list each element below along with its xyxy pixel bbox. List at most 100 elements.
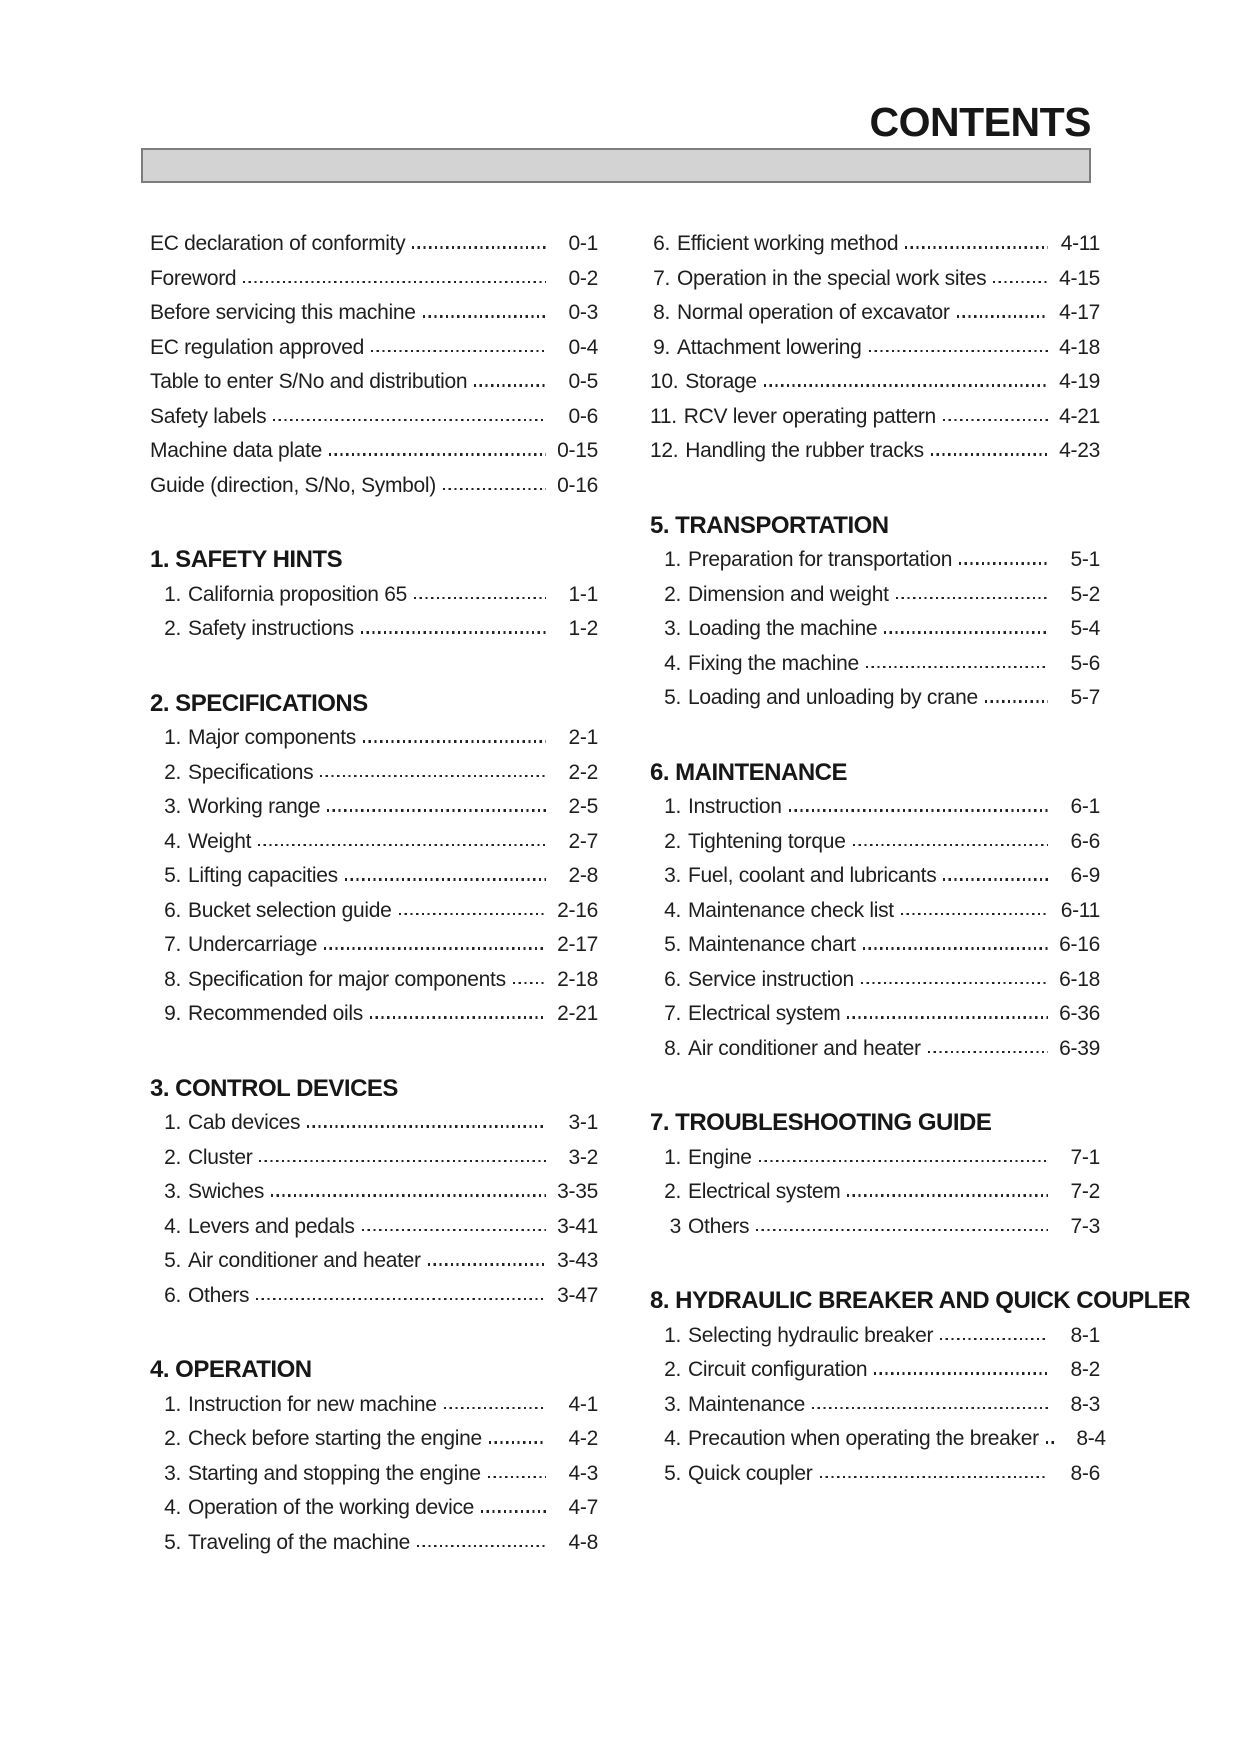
toc-section-items: 1. California proposition 65 1-1 2. Safe… <box>150 578 598 647</box>
toc-entry-label: EC regulation approved <box>150 335 365 359</box>
toc-entry-page: 8-4 <box>1076 1427 1106 1450</box>
toc-entry-page: 6-18 <box>1059 967 1100 991</box>
toc-entry-page: 7-2 <box>1070 1180 1101 1203</box>
dot-leader <box>488 1441 546 1444</box>
toc-entry-page: 2-16 <box>557 898 598 922</box>
toc-entry-number: 3. <box>664 864 681 887</box>
dot-leader <box>324 947 546 950</box>
toc-entry: 6. Efficient working method 4-11 <box>650 227 1100 262</box>
dot-leader <box>756 1228 1048 1231</box>
toc-section-items: 1. Instruction for new machine 4-1 2. Ch… <box>150 1388 598 1561</box>
toc-entry-label: Circuit configuration <box>688 1358 868 1381</box>
toc-entry-number: 8. <box>664 1036 681 1060</box>
toc-entry: 4. Weight 2-7 <box>150 825 598 860</box>
toc-entry-number: 3. <box>164 1461 181 1485</box>
dot-leader <box>874 1372 1048 1375</box>
toc-entry-page: 6-11 <box>1060 898 1101 922</box>
toc-entry-page: 0-2 <box>568 266 599 290</box>
dot-leader <box>959 562 1048 565</box>
toc-entry-label: Weight <box>188 829 252 853</box>
toc-section-items: 1. Preparation for transportation 5-1 2.… <box>650 543 1100 716</box>
toc-entry-label: Safety labels <box>150 404 267 428</box>
dot-leader <box>984 700 1048 703</box>
toc-entry: 2. Circuit configuration 8-2 <box>650 1353 1100 1388</box>
toc-entry-page: 4-8 <box>568 1530 599 1554</box>
dot-leader <box>481 1510 546 1513</box>
toc-entry-page: 2-2 <box>568 760 599 784</box>
dot-leader <box>360 631 546 634</box>
toc-entry-number: 2. <box>664 1358 681 1381</box>
toc-entry-number: 2. <box>164 1145 181 1169</box>
toc-entry-number: 6. <box>664 967 681 991</box>
toc-entry-label: Guide (direction, S/No, Symbol) <box>150 473 436 497</box>
toc-entry: 2. Safety instructions 1-2 <box>150 612 598 647</box>
toc-entry-number: 11. <box>650 404 677 428</box>
toc-entry: 1. Instruction 6-1 <box>650 790 1100 825</box>
toc-section-heading: 1. SAFETY HINTS <box>150 546 343 573</box>
toc-entry-page: 3-35 <box>557 1180 598 1203</box>
toc-entry-number: 6. <box>164 898 181 922</box>
toc-section-items: 1. Cab devices 3-1 2. Cluster 3-2 3. Swi… <box>150 1106 598 1313</box>
toc-section-heading: 3. CONTROL DEVICES <box>150 1074 398 1102</box>
toc-entry-label: Check before starting the engine <box>188 1427 482 1450</box>
toc-entry-label: Starting and stopping the engine <box>188 1461 481 1485</box>
toc-section: 6. MAINTENANCE 1. Instruction 6-1 2. Tig… <box>650 756 1100 1067</box>
dot-leader <box>868 349 1048 352</box>
toc-entry: 4. Fixing the machine 5-6 <box>650 647 1100 682</box>
dot-leader <box>865 665 1048 668</box>
toc-entry-number: 5. <box>664 1461 681 1485</box>
toc-entry-page: 8-3 <box>1070 1392 1101 1416</box>
toc-entry-number: 3. <box>164 1180 181 1203</box>
toc-entry-label: Attachment lowering <box>677 335 862 359</box>
toc-entry-page: 7-3 <box>1070 1214 1101 1238</box>
toc-section: 2. SPECIFICATIONS 1. Major components 2-… <box>150 687 598 1032</box>
toc-column-right: 6. Efficient working method 4-11 7. Oper… <box>650 227 1191 1491</box>
toc-entry-label: Specifications <box>188 760 314 784</box>
toc-entry-number: 4. <box>164 829 181 853</box>
toc-entry-page: 6-36 <box>1059 1002 1100 1025</box>
toc-entry-number: 3 <box>669 1214 682 1238</box>
toc-entry-page: 4-15 <box>1059 266 1100 290</box>
toc-entry: 1. Selecting hydraulic breaker 8-1 <box>650 1319 1100 1354</box>
toc-entry-label: Instruction for new machine <box>188 1392 437 1416</box>
toc-entry: 5. Lifting capacities 2-8 <box>150 859 598 894</box>
dot-leader <box>847 1016 1048 1019</box>
toc-entry-number: 2. <box>164 617 181 640</box>
dot-leader <box>344 878 546 881</box>
toc-entry-page: 4-18 <box>1059 335 1100 359</box>
toc-entry-label: Instruction <box>688 795 782 818</box>
dot-leader <box>763 384 1048 387</box>
toc-entry: 2. Electrical system 7-2 <box>650 1175 1100 1210</box>
toc-entry: 1. Instruction for new machine 4-1 <box>150 1388 598 1423</box>
toc-entry-number: 9. <box>164 1002 181 1025</box>
toc-entry-page: 3-41 <box>557 1214 598 1238</box>
toc-entry: 7. Electrical system 6-36 <box>650 997 1100 1032</box>
toc-entry-page: 5-1 <box>1070 548 1101 571</box>
toc-entry-page: 4-23 <box>1059 439 1100 462</box>
toc-entry-number: 4. <box>164 1496 181 1519</box>
toc-entry-label: Specification for major components <box>188 967 506 991</box>
dot-leader <box>258 843 546 846</box>
toc-entry-page: 1-1 <box>568 582 599 606</box>
page-title: CONTENTS <box>869 99 1092 145</box>
dot-leader <box>758 1159 1048 1162</box>
toc-entry: 4. Operation of the working device 4-7 <box>150 1491 598 1526</box>
toc-entry-number: 8. <box>653 301 670 324</box>
dot-leader <box>847 1194 1048 1197</box>
dot-leader <box>927 1050 1048 1053</box>
toc-entry-number: 2. <box>164 760 181 784</box>
dot-leader <box>371 349 546 352</box>
toc-entry-number: 5. <box>664 686 681 709</box>
toc-entry-label: Air conditioner and heater <box>688 1036 921 1060</box>
toc-entry-label: California proposition 65 <box>188 582 407 606</box>
toc-entry: EC declaration of conformity 0-1 <box>150 227 598 262</box>
toc-entry-page: 4-17 <box>1059 301 1100 324</box>
dot-leader <box>273 418 546 421</box>
toc-section-heading: 6. MAINTENANCE <box>650 758 848 786</box>
toc-entry-number: 2. <box>164 1427 181 1450</box>
toc-section-items: 1. Engine 7-1 2. Electrical system 7-2 3… <box>650 1141 1100 1245</box>
toc-entry-label: Service instruction <box>688 967 854 991</box>
toc-entry-label: Undercarriage <box>188 933 318 956</box>
toc-entry-label: Lifting capacities <box>188 864 338 887</box>
toc-entry-page: 4-7 <box>568 1496 599 1519</box>
